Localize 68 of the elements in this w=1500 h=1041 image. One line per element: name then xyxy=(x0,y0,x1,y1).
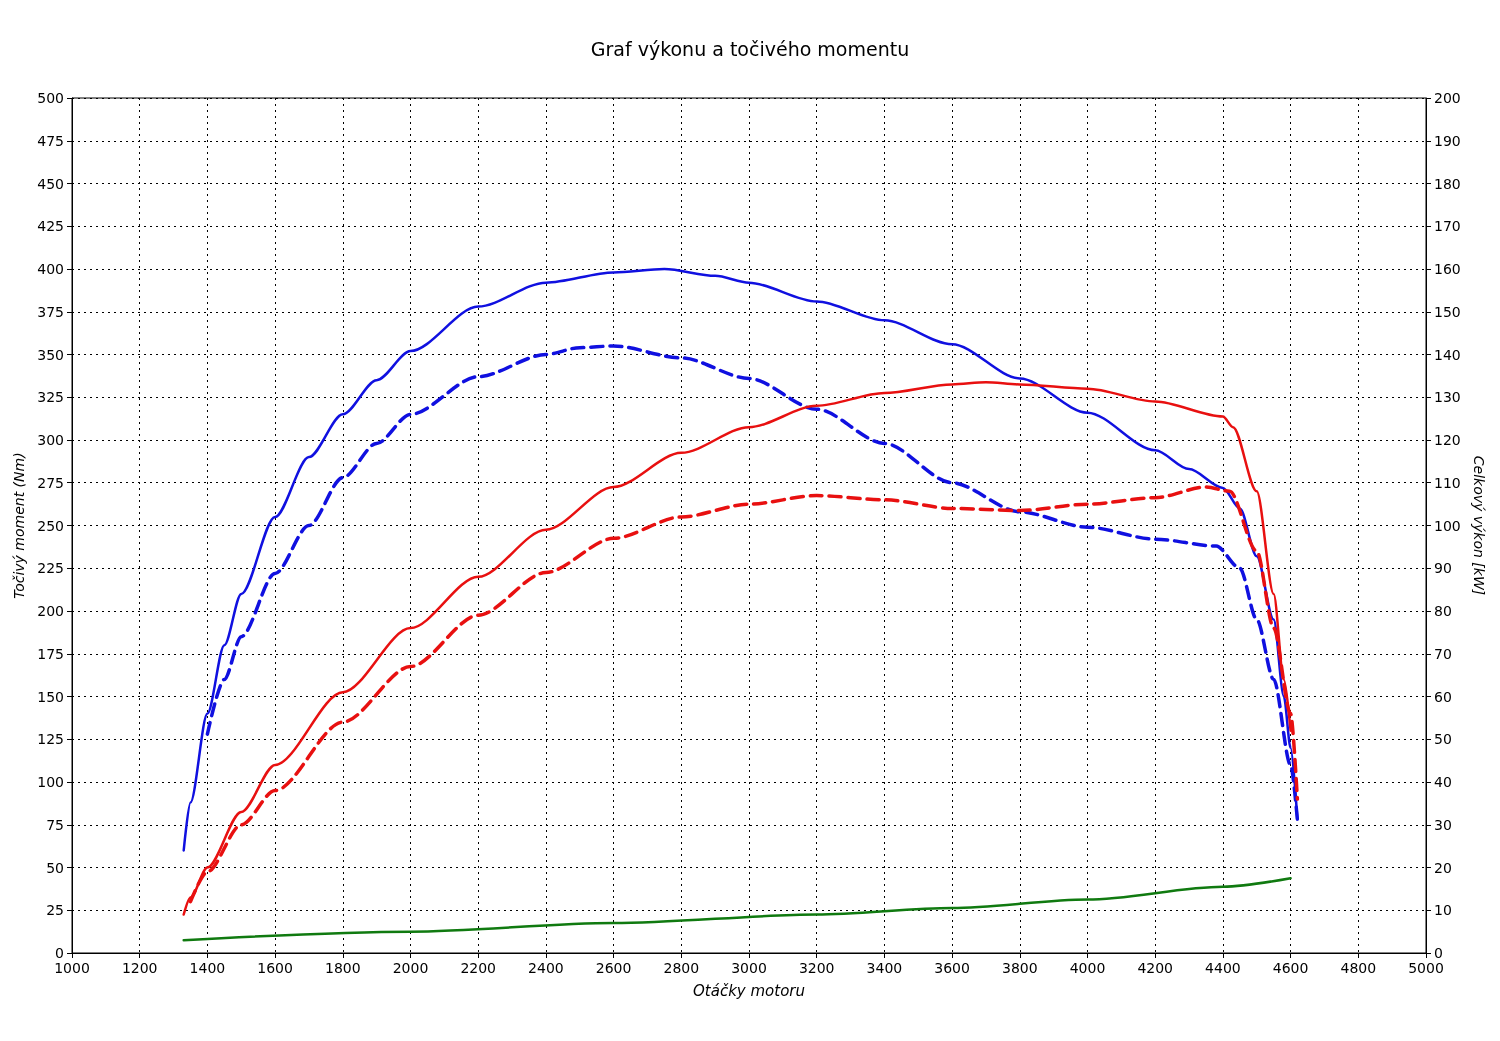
y-tick-label: 200 xyxy=(37,603,64,619)
y2-tick-label: 20 xyxy=(1434,859,1452,876)
chart-title: Graf výkonu a točivého momentu xyxy=(590,37,910,60)
y2-tick-label: 160 xyxy=(1434,261,1461,277)
x-tick-label: 2000 xyxy=(392,960,429,976)
y-tick-label: 225 xyxy=(37,560,64,577)
y-tick-label: 325 xyxy=(37,389,64,406)
x-tick-label: 4200 xyxy=(1137,960,1174,976)
x-tick-label: 4800 xyxy=(1340,960,1377,976)
y2-tick-label: 30 xyxy=(1434,816,1452,833)
y2-axis-title: Celkový výkon [kW] xyxy=(1470,455,1487,596)
y-tick-label: 475 xyxy=(37,132,64,149)
y-tick-label: 175 xyxy=(37,645,64,662)
x-tick-label: 2800 xyxy=(663,960,700,976)
x-tick-label: 4600 xyxy=(1272,960,1309,976)
x-axis-title: Otáčky motoru xyxy=(693,981,805,1000)
y2-tick-label: 190 xyxy=(1434,132,1461,149)
x-tick-label: 3000 xyxy=(731,960,767,976)
y2-tick-label: 80 xyxy=(1434,603,1452,619)
y-tick-label: 450 xyxy=(37,175,64,192)
y2-tick-label: 150 xyxy=(1434,303,1461,320)
y2-tick-label: 50 xyxy=(1434,731,1452,748)
y2-tick-label: 120 xyxy=(1434,432,1461,448)
x-tick-label: 2600 xyxy=(595,960,632,976)
y-tick-label: 275 xyxy=(37,474,64,491)
y-tick-label: 500 xyxy=(37,90,64,106)
x-tick-label: 5000 xyxy=(1408,960,1444,976)
y-tick-label: 375 xyxy=(37,303,64,320)
y-tick-label: 350 xyxy=(37,346,64,363)
x-tick-label: 4000 xyxy=(1069,960,1106,976)
y-tick-label: 50 xyxy=(46,859,64,876)
x-tick-label: 1200 xyxy=(121,960,158,976)
y-tick-label: 300 xyxy=(37,432,64,448)
y-tick-label: 25 xyxy=(46,902,64,919)
y-tick-label: 100 xyxy=(37,774,64,790)
y2-tick-label: 140 xyxy=(1434,346,1461,363)
x-tick-label: 1400 xyxy=(189,960,226,976)
y2-tick-label: 70 xyxy=(1434,645,1452,662)
x-tick-label: 2400 xyxy=(528,960,564,976)
x-tick-label: 3200 xyxy=(798,960,835,976)
x-tick-label: 3800 xyxy=(1001,960,1038,976)
x-tick-label: 1600 xyxy=(257,960,293,976)
y2-tick-label: 0 xyxy=(1434,945,1443,961)
y2-tick-label: 170 xyxy=(1434,218,1461,235)
y2-tick-label: 180 xyxy=(1434,175,1461,192)
x-tick-label: 4400 xyxy=(1205,960,1241,976)
y-tick-label: 125 xyxy=(37,731,64,748)
y2-tick-label: 10 xyxy=(1434,902,1452,919)
x-tick-label: 1000 xyxy=(54,960,90,976)
line-series xyxy=(182,876,1292,942)
y-tick-label: 400 xyxy=(37,261,64,277)
x-tick-label: 1800 xyxy=(324,960,361,976)
y-tick-label: 250 xyxy=(37,517,64,534)
y2-tick-label: 40 xyxy=(1434,774,1452,790)
x-tick-label: 3400 xyxy=(866,960,903,976)
y2-tick-label: 100 xyxy=(1434,517,1461,534)
y-axis-title: Točivý moment (Nm) xyxy=(11,452,28,599)
y2-tick-label: 110 xyxy=(1434,474,1461,491)
y-tick-label: 75 xyxy=(46,816,64,833)
y2-tick-label: 200 xyxy=(1434,90,1461,106)
y-tick-label: 425 xyxy=(37,218,64,235)
y2-tick-label: 90 xyxy=(1434,560,1452,577)
x-tick-label: 3600 xyxy=(934,960,970,976)
x-tick-label: 2200 xyxy=(460,960,497,976)
y-tick-label: 150 xyxy=(37,688,64,705)
y-tick-label: 0 xyxy=(55,945,64,961)
y2-tick-label: 60 xyxy=(1434,688,1452,705)
y2-tick-label: 130 xyxy=(1434,389,1461,406)
